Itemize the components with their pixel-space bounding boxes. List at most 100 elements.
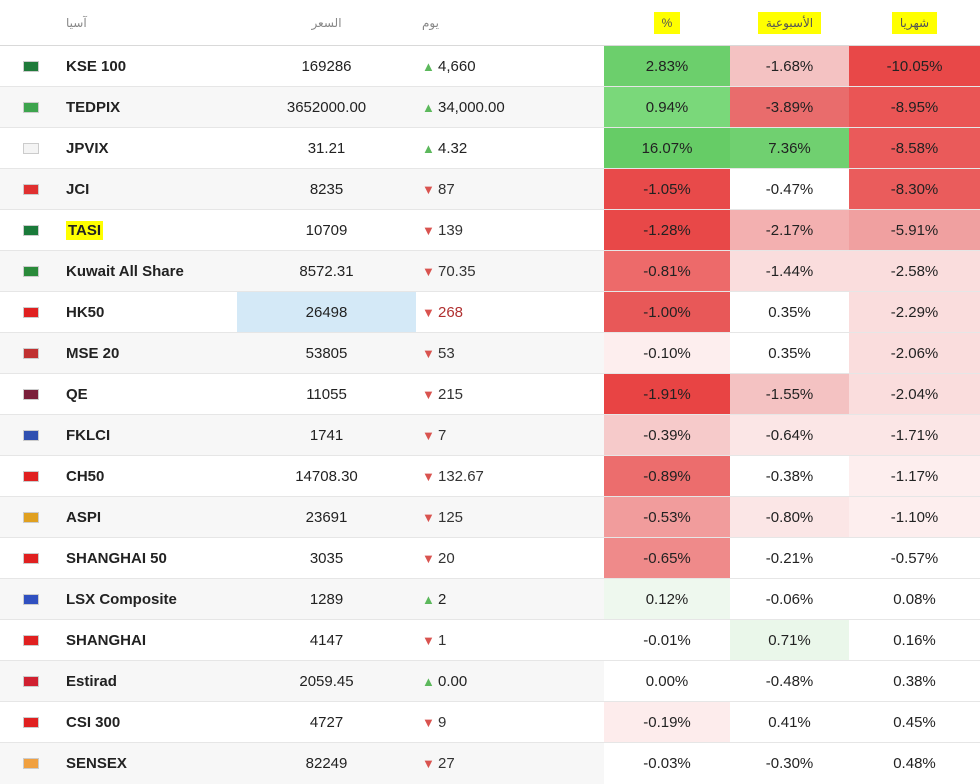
triangle-down-icon: ▼ bbox=[422, 632, 435, 648]
percent-change-cell: -1.00% bbox=[604, 291, 730, 333]
weekly-change-cell: -0.47% bbox=[730, 168, 849, 210]
index-name[interactable]: TEDPIX bbox=[66, 98, 121, 116]
index-name-cell[interactable]: SENSEX bbox=[62, 742, 237, 784]
table-row[interactable]: JCI 8235 ▼ 87 -1.05% -0.47% -8.30% bbox=[0, 168, 980, 210]
percent-change-cell: -1.91% bbox=[604, 373, 730, 415]
table-row[interactable]: SENSEX 82249 ▼ 27 -0.03% -0.30% 0.48% bbox=[0, 742, 980, 784]
header-day[interactable]: يوم bbox=[416, 0, 604, 46]
index-name-cell[interactable]: Kuwait All Share bbox=[62, 250, 237, 292]
index-name[interactable]: TASI bbox=[66, 220, 104, 240]
table-row[interactable]: TASI 10709 ▼ 139 -1.28% -2.17% -5.91% bbox=[0, 209, 980, 251]
index-name-cell[interactable]: SHANGHAI 50 bbox=[62, 537, 237, 579]
table-row[interactable]: TEDPIX 3652000.00 ▲ 34,000.00 0.94% -3.89% -8.… bbox=[0, 86, 980, 128]
index-name-cell[interactable]: HK50 bbox=[62, 291, 237, 333]
index-name-cell[interactable]: ASPI bbox=[62, 496, 237, 538]
triangle-down-icon: ▼ bbox=[422, 304, 435, 320]
index-name-cell[interactable]: SHANGHAI bbox=[62, 619, 237, 661]
percent-change-cell: 0.94% bbox=[604, 86, 730, 128]
weekly-change-cell: 7.36% bbox=[730, 127, 849, 169]
index-name[interactable]: SHANGHAI bbox=[66, 631, 147, 649]
index-name[interactable]: ASPI bbox=[66, 508, 102, 526]
index-name-cell[interactable]: LSX Composite bbox=[62, 578, 237, 620]
monthly-change-cell: -1.71% bbox=[849, 414, 980, 456]
price-cell: 4727 bbox=[237, 701, 416, 743]
header-weekly-highlight: الأسبوعية bbox=[757, 11, 822, 34]
index-name-cell[interactable]: JPVIX bbox=[62, 127, 237, 169]
price-cell: 169286 bbox=[237, 45, 416, 87]
weekly-change-cell: 0.35% bbox=[730, 332, 849, 374]
index-name[interactable]: SENSEX bbox=[66, 754, 127, 772]
index-name[interactable]: QE bbox=[66, 385, 88, 403]
header-percent[interactable]: % bbox=[604, 0, 730, 46]
index-name-cell[interactable]: JCI bbox=[62, 168, 237, 210]
index-name-cell[interactable]: Estirad bbox=[62, 660, 237, 702]
country-flag-icon bbox=[23, 717, 39, 729]
index-name-cell[interactable]: TASI bbox=[62, 209, 237, 251]
index-name[interactable]: JPVIX bbox=[66, 139, 109, 157]
monthly-change-cell: -8.30% bbox=[849, 168, 980, 210]
percent-change-cell: -0.65% bbox=[604, 537, 730, 579]
day-change-cell: ▼ 268 bbox=[416, 291, 604, 333]
day-change-cell: ▼ 20 bbox=[416, 537, 604, 579]
table-row[interactable]: FKLCI 1741 ▼ 7 -0.39% -0.64% -1.71% bbox=[0, 414, 980, 456]
flag-cell bbox=[0, 660, 62, 702]
flag-cell bbox=[0, 209, 62, 251]
triangle-down-icon: ▼ bbox=[422, 755, 435, 771]
index-name-cell[interactable]: KSE 100 bbox=[62, 45, 237, 87]
index-name[interactable]: LSX Composite bbox=[66, 590, 177, 608]
price-cell: 4147 bbox=[237, 619, 416, 661]
country-flag-icon bbox=[23, 594, 39, 606]
flag-cell bbox=[0, 619, 62, 661]
table-row[interactable]: Kuwait All Share 8572.31 ▼ 70.35 -0.81% -1.44… bbox=[0, 250, 980, 292]
index-name-cell[interactable]: FKLCI bbox=[62, 414, 237, 456]
index-name-cell[interactable]: TEDPIX bbox=[62, 86, 237, 128]
header-monthly[interactable]: شهريا bbox=[849, 0, 980, 46]
monthly-change-cell: 0.48% bbox=[849, 742, 980, 784]
triangle-down-icon: ▼ bbox=[422, 181, 435, 197]
monthly-change-cell: 0.16% bbox=[849, 619, 980, 661]
flag-cell bbox=[0, 455, 62, 497]
index-name-cell[interactable]: CSI 300 bbox=[62, 701, 237, 743]
table-row[interactable]: SHANGHAI 4147 ▼ 1 -0.01% 0.71% 0.16% bbox=[0, 619, 980, 661]
index-name[interactable]: CH50 bbox=[66, 467, 105, 485]
index-name-cell[interactable]: CH50 bbox=[62, 455, 237, 497]
index-name[interactable]: HK50 bbox=[66, 303, 105, 321]
index-name[interactable]: SHANGHAI 50 bbox=[66, 549, 167, 567]
table-row[interactable]: HK50 26498 ▼ 268 -1.00% 0.35% -2.29% bbox=[0, 291, 980, 333]
table-row[interactable]: SHANGHAI 50 3035 ▼ 20 -0.65% -0.21% -0.57% bbox=[0, 537, 980, 579]
country-flag-icon bbox=[23, 676, 39, 688]
price-cell: 23691 bbox=[237, 496, 416, 538]
table-row[interactable]: ASPI 23691 ▼ 125 -0.53% -0.80% -1.10% bbox=[0, 496, 980, 538]
index-name[interactable]: Kuwait All Share bbox=[66, 262, 184, 280]
table-row[interactable]: CSI 300 4727 ▼ 9 -0.19% 0.41% 0.45% bbox=[0, 701, 980, 743]
country-flag-icon bbox=[23, 61, 39, 73]
table-row[interactable]: MSE 20 53805 ▼ 53 -0.10% 0.35% -2.06% bbox=[0, 332, 980, 374]
table-row[interactable]: QE 11055 ▼ 215 -1.91% -1.55% -2.04% bbox=[0, 373, 980, 415]
index-name[interactable]: Estirad bbox=[66, 672, 117, 690]
price-cell: 2059.45 bbox=[237, 660, 416, 702]
table-row[interactable]: Estirad 2059.45 ▲ 0.00 0.00% -0.48% 0.38% bbox=[0, 660, 980, 702]
index-name-cell[interactable]: MSE 20 bbox=[62, 332, 237, 374]
triangle-down-icon: ▼ bbox=[422, 468, 435, 484]
index-name-cell[interactable]: QE bbox=[62, 373, 237, 415]
table-row[interactable]: CH50 14708.30 ▼ 132.67 -0.89% -0.38% -1.17% bbox=[0, 455, 980, 497]
day-change-value: 268 bbox=[438, 303, 464, 321]
day-change-cell: ▼ 9 bbox=[416, 701, 604, 743]
percent-change-cell: 2.83% bbox=[604, 45, 730, 87]
triangle-down-icon: ▼ bbox=[422, 386, 435, 402]
table-row[interactable]: JPVIX 31.21 ▲ 4.32 16.07% 7.36% -8.58% bbox=[0, 127, 980, 169]
flag-cell bbox=[0, 414, 62, 456]
header-market[interactable]: آسيا bbox=[62, 0, 237, 46]
header-weekly[interactable]: الأسبوعية bbox=[730, 0, 849, 46]
table-row[interactable]: LSX Composite 1289 ▲ 2 0.12% -0.06% 0.08% bbox=[0, 578, 980, 620]
index-name[interactable]: CSI 300 bbox=[66, 713, 121, 731]
header-price[interactable]: السعر bbox=[237, 0, 416, 46]
header-percent-highlight: % bbox=[653, 11, 681, 34]
index-name[interactable]: JCI bbox=[66, 180, 90, 198]
table-row[interactable]: KSE 100 169286 ▲ 4,660 2.83% -1.68% -10.05% bbox=[0, 45, 980, 87]
index-name[interactable]: KSE 100 bbox=[66, 57, 127, 75]
index-name[interactable]: MSE 20 bbox=[66, 344, 120, 362]
index-name[interactable]: FKLCI bbox=[66, 426, 111, 444]
weekly-change-cell: -0.30% bbox=[730, 742, 849, 784]
day-change-cell: ▼ 70.35 bbox=[416, 250, 604, 292]
